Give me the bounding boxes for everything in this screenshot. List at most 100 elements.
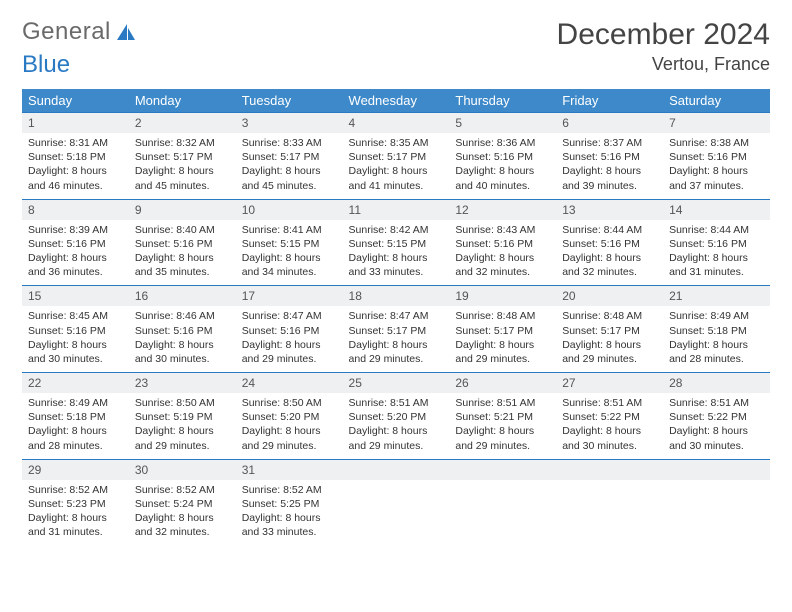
daylight-line: Daylight: 8 hours and 29 minutes.	[455, 425, 534, 451]
sunset-line: Sunset: 5:15 PM	[242, 238, 320, 250]
day-body: Sunrise: 8:51 AMSunset: 5:22 PMDaylight:…	[556, 393, 663, 459]
day-cell: 21Sunrise: 8:49 AMSunset: 5:18 PMDayligh…	[663, 285, 770, 372]
sunset-line: Sunset: 5:17 PM	[349, 151, 427, 163]
sunrise-line: Sunrise: 8:45 AM	[28, 310, 108, 322]
col-wednesday: Wednesday	[343, 89, 450, 112]
daylight-line: Daylight: 8 hours and 34 minutes.	[242, 252, 321, 278]
daylight-line: Daylight: 8 hours and 30 minutes.	[28, 339, 107, 365]
daylight-line: Daylight: 8 hours and 46 minutes.	[28, 165, 107, 191]
day-body: Sunrise: 8:46 AMSunset: 5:16 PMDaylight:…	[129, 306, 236, 372]
brand-logo: General	[22, 18, 137, 46]
sunrise-line: Sunrise: 8:38 AM	[669, 137, 749, 149]
day-cell: 16Sunrise: 8:46 AMSunset: 5:16 PMDayligh…	[129, 285, 236, 372]
day-body: Sunrise: 8:52 AMSunset: 5:24 PMDaylight:…	[129, 480, 236, 546]
day-number: 13	[556, 199, 663, 220]
day-body: Sunrise: 8:45 AM Sunset: 5:16 PM Daylight:…	[22, 306, 129, 372]
sunrise-line: Sunrise: 8:44 AM	[669, 224, 749, 236]
daylight-line: Daylight: 8 hours and 29 minutes.	[349, 339, 428, 365]
day-cell: 28Sunrise: 8:51 AMSunset: 5:22 PMDayligh…	[663, 372, 770, 459]
day-cell: 11Sunrise: 8:42 AMSunset: 5:15 PMDayligh…	[343, 199, 450, 286]
sunrise-line: Sunrise: 8:39 AM	[28, 224, 108, 236]
daylight-line: Daylight: 8 hours and 29 minutes.	[349, 425, 428, 451]
col-sunday: Sunday	[22, 89, 129, 112]
daylight-line: Daylight: 8 hours and 45 minutes.	[242, 165, 321, 191]
sunset-line: Sunset: 5:16 PM	[669, 151, 747, 163]
daylight-line: Daylight: 8 hours and 30 minutes.	[135, 339, 214, 365]
daylight-line: Daylight: 8 hours and 29 minutes.	[242, 425, 321, 451]
col-tuesday: Tuesday	[236, 89, 343, 112]
sunrise-line: Sunrise: 8:48 AM	[562, 310, 642, 322]
day-cell: 1Sunrise: 8:31 AMSunset: 5:18 PMDaylight…	[22, 112, 129, 199]
sunset-line: Sunset: 5:17 PM	[135, 151, 213, 163]
day-body	[343, 480, 450, 489]
day-number: 25	[343, 372, 450, 393]
day-body: Sunrise: 8:36 AMSunset: 5:16 PMDaylight:…	[449, 133, 556, 199]
sunrise-line: Sunrise: 8:36 AM	[455, 137, 535, 149]
day-body: Sunrise: 8:47 AMSunset: 5:16 PMDaylight:…	[236, 306, 343, 372]
sunset-line: Sunset: 5:20 PM	[349, 411, 427, 423]
daylight-line: Daylight: 8 hours and 41 minutes.	[349, 165, 428, 191]
sunset-line: Sunset: 5:22 PM	[669, 411, 747, 423]
weekday-header-row: Sunday Monday Tuesday Wednesday Thursday…	[22, 89, 770, 112]
sunrise-line: Sunrise: 8:51 AM	[349, 397, 429, 409]
sunrise-line: Sunrise: 8:47 AM	[349, 310, 429, 322]
day-number: 22	[22, 372, 129, 393]
col-saturday: Saturday	[663, 89, 770, 112]
daylight-line: Daylight: 8 hours and 36 minutes.	[28, 252, 107, 278]
day-cell: 22Sunrise: 8:49 AMSunset: 5:18 PMDayligh…	[22, 372, 129, 459]
day-body: Sunrise: 8:51 AM Sunset: 5:20 PM Daylight:…	[343, 393, 450, 459]
day-body	[663, 480, 770, 489]
sunrise-line: Sunrise: 8:40 AM	[135, 224, 215, 236]
day-cell: 15Sunrise: 8:45 AMSunset: 5:16 PMDayligh…	[22, 285, 129, 372]
day-number: 30	[129, 459, 236, 480]
sunrise-line: Sunrise: 8:44 AM	[562, 224, 642, 236]
day-number: 2	[129, 112, 236, 133]
day-number: 12	[449, 199, 556, 220]
day-cell: 9Sunrise: 8:40 AMSunset: 5:16 PMDaylight…	[129, 199, 236, 286]
day-cell: 18Sunrise: 8:47 AMSunset: 5:17 PMDayligh…	[343, 285, 450, 372]
day-body: Sunrise: 8:44 AMSunset: 5:16 PMDaylight:…	[556, 220, 663, 286]
day-number: 17	[236, 285, 343, 306]
sunset-line: Sunset: 5:18 PM	[28, 411, 106, 423]
daylight-line: Daylight: 8 hours and 29 minutes.	[242, 339, 321, 365]
day-body: Sunrise: 8:42 AMSunset: 5:15 PMDaylight:…	[343, 220, 450, 286]
sunset-line: Sunset: 5:16 PM	[135, 325, 213, 337]
sunrise-line: Sunrise: 8:51 AM	[669, 397, 749, 409]
day-cell: 6Sunrise: 8:37 AMSunset: 5:16 PMDaylight…	[556, 112, 663, 199]
day-body: Sunrise: 8:47 AMSunset: 5:17 PMDaylight:…	[343, 306, 450, 372]
day-cell: 26Sunrise: 8:51 AMSunset: 5:21 PMDayligh…	[449, 372, 556, 459]
table-row: 8Sunrise: 8:39 AMSunset: 5:16 PMDaylight…	[22, 199, 770, 286]
table-row: 1Sunrise: 8:31 AMSunset: 5:18 PMDaylight…	[22, 112, 770, 199]
sunset-line: Sunset: 5:19 PM	[135, 411, 213, 423]
sunset-line: Sunset: 5:16 PM	[455, 151, 533, 163]
day-number: 19	[449, 285, 556, 306]
day-number: 11	[343, 199, 450, 220]
sunrise-line: Sunrise: 8:52 AM	[28, 484, 108, 496]
day-number: 14	[663, 199, 770, 220]
sunrise-line: Sunrise: 8:51 AM	[455, 397, 535, 409]
day-number: 3	[236, 112, 343, 133]
day-cell: 5Sunrise: 8:36 AMSunset: 5:16 PMDaylight…	[449, 112, 556, 199]
daylight-line: Daylight: 8 hours and 33 minutes.	[242, 512, 321, 538]
table-row: 15Sunrise: 8:45 AMSunset: 5:16 PMDayligh…	[22, 285, 770, 372]
day-body: Sunrise: 8:51 AMSunset: 5:21 PMDaylight:…	[449, 393, 556, 459]
sunrise-line: Sunrise: 8:50 AM	[135, 397, 215, 409]
day-body	[449, 480, 556, 489]
day-cell: 10Sunrise: 8:41 AMSunset: 5:15 PMDayligh…	[236, 199, 343, 286]
day-body: Sunrise: 8:38 AMSunset: 5:16 PMDaylight:…	[663, 133, 770, 199]
day-cell: 29Sunrise: 8:52 AMSunset: 5:23 PMDayligh…	[22, 459, 129, 546]
day-cell: 12Sunrise: 8:43 AMSunset: 5:16 PMDayligh…	[449, 199, 556, 286]
day-cell: 24Sunrise: 8:50 AMSunset: 5:20 PMDayligh…	[236, 372, 343, 459]
brand-word-2: Blue	[22, 51, 770, 79]
sunrise-line: Sunrise: 8:35 AM	[349, 137, 429, 149]
day-body: Sunrise: 8:35 AM Sunset: 5:17 PM Daylight:…	[343, 133, 450, 199]
day-body: Sunrise: 8:41 AMSunset: 5:15 PMDaylight:…	[236, 220, 343, 286]
sunset-line: Sunset: 5:16 PM	[455, 238, 533, 250]
day-number: 27	[556, 372, 663, 393]
day-body: Sunrise: 8:51 AMSunset: 5:22 PMDaylight:…	[663, 393, 770, 459]
day-cell: 14Sunrise: 8:44 AMSunset: 5:16 PMDayligh…	[663, 199, 770, 286]
sunrise-line: Sunrise: 8:31 AM	[28, 137, 108, 149]
day-cell: 30Sunrise: 8:52 AMSunset: 5:24 PMDayligh…	[129, 459, 236, 546]
sunset-line: Sunset: 5:16 PM	[28, 325, 106, 337]
daylight-line: Daylight: 8 hours and 32 minutes.	[562, 252, 641, 278]
